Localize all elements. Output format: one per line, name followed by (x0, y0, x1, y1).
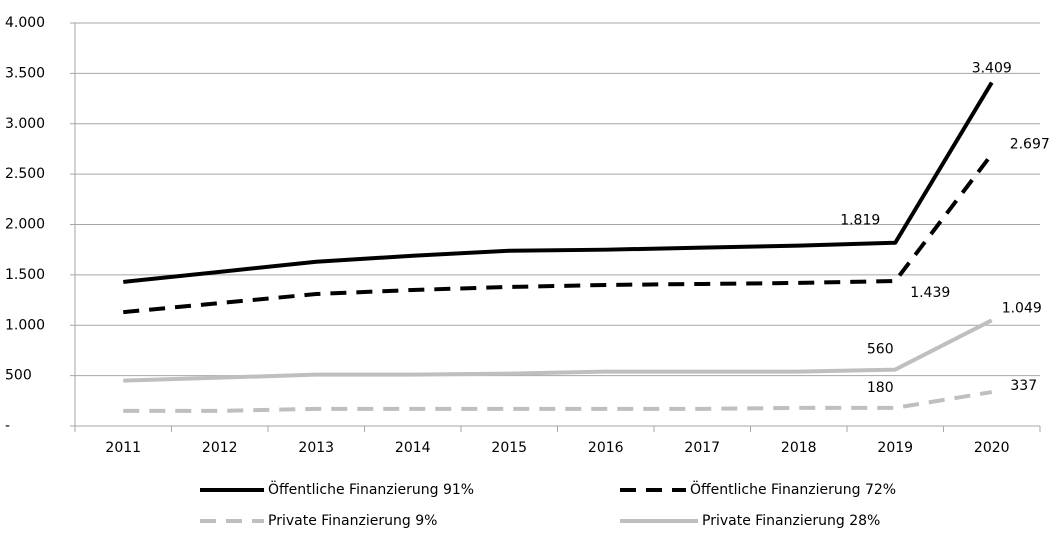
data-label: 180 (867, 380, 894, 396)
series-line (123, 390, 993, 413)
x-tick-label: 2017 (684, 440, 720, 456)
x-tick-label: 2012 (202, 440, 238, 456)
legend-label: Öffentliche Finanzierung 91% (268, 480, 474, 498)
x-tick-label: 2018 (781, 440, 817, 456)
x-tick-label: 2013 (298, 440, 334, 456)
data-label: 1.049 (1002, 300, 1042, 316)
data-label: 1.439 (910, 285, 950, 301)
data-label: 1.819 (840, 213, 880, 229)
series-line (123, 318, 993, 383)
series-line (123, 81, 994, 284)
y-tick-label: 3.000 (5, 116, 45, 132)
x-tick-label: 2014 (395, 440, 431, 456)
data-label: 337 (1010, 378, 1037, 394)
x-tick-label: 2019 (877, 440, 913, 456)
data-label: 3.409 (972, 61, 1012, 77)
y-tick-label: 2.000 (5, 217, 45, 233)
data-label: 2.697 (1010, 136, 1050, 152)
x-tick-label: 2020 (974, 440, 1010, 456)
y-tick-label: 1.500 (5, 267, 45, 283)
y-tick-label: 2.500 (5, 166, 45, 182)
legend-label: Private Finanzierung 9% (268, 513, 437, 529)
legend-label: Öffentliche Finanzierung 72% (690, 480, 896, 498)
y-tick-label: 500 (5, 368, 32, 384)
x-tick-label: 2016 (588, 440, 624, 456)
y-tick-label: - (5, 418, 10, 434)
y-tick-label: 3.500 (5, 65, 45, 81)
y-tick-label: 1.000 (5, 317, 45, 333)
legend-label: Private Finanzierung 28% (702, 513, 880, 529)
data-label: 560 (867, 342, 894, 358)
x-tick-label: 2015 (491, 440, 527, 456)
y-tick-label: 4.000 (5, 15, 45, 31)
x-tick-label: 2011 (105, 440, 141, 456)
series-line (123, 153, 994, 315)
